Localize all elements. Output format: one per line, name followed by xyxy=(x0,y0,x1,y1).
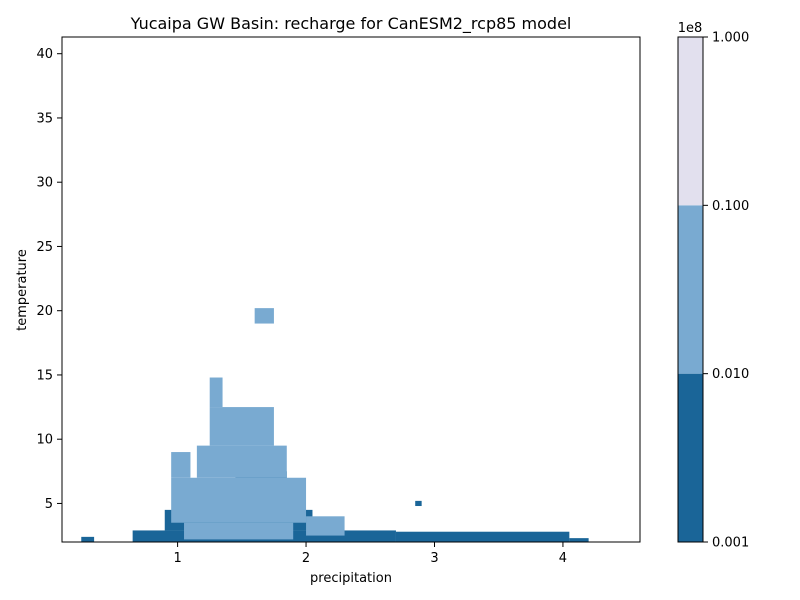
y-tick-label: 15 xyxy=(36,368,53,383)
y-tick-label: 20 xyxy=(36,304,53,319)
y-axis-ticks: 5 10 15 20 25 30 35 40 xyxy=(36,47,62,512)
heatmap-region xyxy=(196,445,287,478)
colorbar-tick-label: 1.000 xyxy=(712,31,749,46)
colorbar-frame xyxy=(677,36,704,543)
y-tick-label: 10 xyxy=(36,433,53,448)
y-tick-label: 5 xyxy=(45,497,53,512)
heatmap-region xyxy=(171,452,191,478)
chart-title: Yucaipa GW Basin: recharge for CanESM2_r… xyxy=(130,14,572,34)
colorbar-band xyxy=(678,373,703,542)
y-tick-label: 35 xyxy=(36,111,53,126)
heatmap-region xyxy=(171,477,307,523)
x-tick-label: 2 xyxy=(302,551,310,566)
heatmap-region xyxy=(395,531,570,542)
colorbar-tick-label: 0.001 xyxy=(712,536,749,551)
heatmap-region xyxy=(209,407,274,446)
y-tick-label: 40 xyxy=(36,47,53,62)
heatmap-region xyxy=(306,516,345,536)
y-tick-label: 30 xyxy=(36,176,53,191)
x-tick-label: 3 xyxy=(430,551,438,566)
colorbar-band xyxy=(678,37,703,206)
x-tick-label: 1 xyxy=(173,551,181,566)
colorbar-tick-label: 0.100 xyxy=(712,199,749,214)
heatmap-regions xyxy=(81,308,589,542)
heatmap-region xyxy=(184,522,294,540)
colorbar-band xyxy=(678,205,703,374)
heatmap-region xyxy=(81,536,95,542)
colorbar: 0.001 0.010 0.100 1.000 xyxy=(677,31,749,551)
heatmap-region xyxy=(209,377,223,408)
x-axis-label: precipitation xyxy=(310,571,392,586)
y-tick-label: 25 xyxy=(36,240,53,255)
y-axis-label: temperature xyxy=(15,249,30,331)
colorbar-tick-label: 0.010 xyxy=(712,367,749,382)
x-axis-ticks: 1 2 3 4 xyxy=(173,542,567,566)
colorbar-multiplier: 1e8 xyxy=(678,21,703,36)
heatmap-region xyxy=(254,308,274,324)
heatmap-region xyxy=(569,538,589,542)
plot-frame xyxy=(61,36,641,543)
x-tick-label: 4 xyxy=(559,551,567,566)
heatmap-region xyxy=(415,500,422,507)
